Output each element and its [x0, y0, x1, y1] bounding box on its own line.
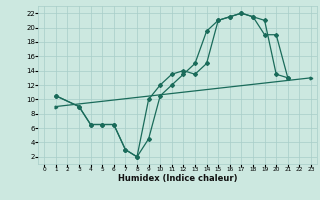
X-axis label: Humidex (Indice chaleur): Humidex (Indice chaleur): [118, 174, 237, 183]
